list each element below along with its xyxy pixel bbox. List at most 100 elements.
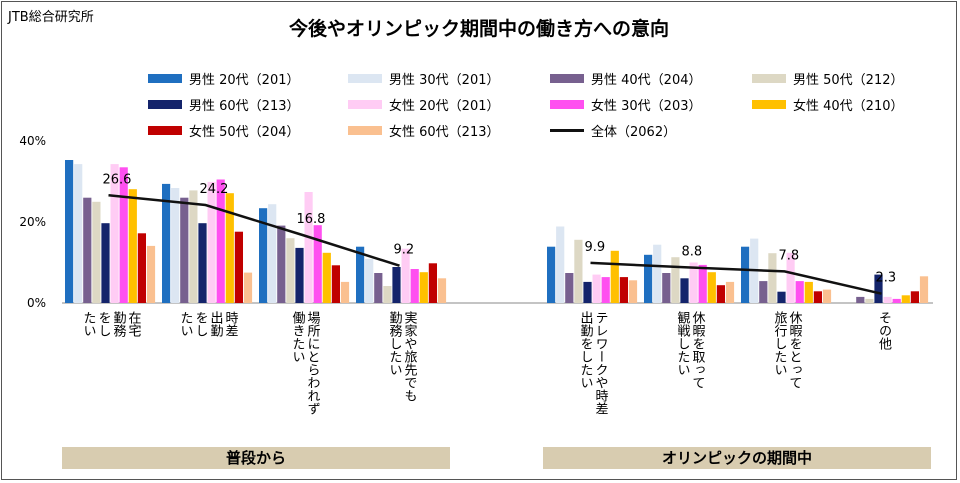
bar (65, 160, 74, 303)
y-tick-label: 40% (19, 134, 46, 148)
legend-swatch (148, 74, 182, 83)
bar (662, 273, 671, 303)
bar (919, 276, 929, 303)
bar (295, 247, 304, 303)
bar (910, 291, 919, 303)
bar (644, 254, 653, 303)
bar (565, 273, 574, 303)
bar (653, 244, 662, 303)
legend-swatch (550, 74, 584, 83)
group-label-olympics: オリンピックの期間中 (543, 447, 931, 469)
data-label: 7.8 (779, 248, 800, 263)
bar (583, 281, 592, 303)
bar (856, 296, 865, 303)
legend-item: 女性 30代（203） (550, 95, 702, 114)
bar (277, 225, 286, 303)
bar (340, 281, 350, 303)
bar (110, 164, 119, 303)
x-tick-label: その他 (876, 311, 892, 351)
x-tick-label: をし (96, 311, 111, 337)
bar (725, 281, 735, 303)
bar (146, 245, 156, 303)
bar (180, 197, 189, 303)
x-tick-label: 出勤 (208, 311, 224, 338)
bar (119, 167, 128, 303)
bar (410, 269, 419, 303)
x-tick-label: 在宅 (126, 311, 142, 337)
bar (225, 193, 234, 303)
bar (286, 238, 295, 303)
bar (619, 277, 628, 303)
total-line (590, 261, 882, 295)
group-label-normal: 普段から (62, 447, 450, 469)
legend-item: 男性 30代（201） (348, 69, 500, 88)
legend-swatch (148, 100, 182, 109)
x-tick-label: 場所にとらわれず (305, 311, 321, 415)
legend-swatch (348, 100, 382, 109)
bar (574, 239, 583, 303)
bar (547, 246, 556, 303)
data-label: 24.2 (200, 182, 229, 197)
bar (698, 264, 707, 303)
legend-swatch (752, 74, 786, 83)
data-label: 16.8 (297, 212, 326, 227)
x-tick-label: 勤務 (111, 311, 127, 338)
bar (401, 248, 410, 303)
bar (304, 192, 313, 303)
legend-item: 女性 20代（201） (348, 95, 500, 114)
bar (419, 272, 428, 303)
data-label: 2.3 (876, 271, 897, 286)
x-tick-label: 時差 (223, 311, 239, 337)
bar (128, 189, 137, 303)
bar (813, 291, 822, 303)
legend-label: 女性 60代（213） (389, 125, 500, 140)
legend-item: 女性 40代（210） (752, 95, 904, 114)
bar (865, 298, 874, 303)
bar (171, 188, 180, 303)
bar (189, 190, 198, 303)
legend-item: 女性 50代（204） (148, 121, 300, 140)
bar (234, 231, 243, 303)
x-tick-label: をし (193, 311, 208, 337)
bar (428, 263, 437, 303)
y-tick-label: 0% (27, 296, 46, 310)
legend-label: 男性 30代（201） (389, 73, 500, 88)
chart-title: 今後やオリンピック期間中の働き方への意向 (288, 18, 669, 40)
legend-swatch (148, 126, 182, 135)
bar (259, 208, 268, 303)
legend-swatch (752, 100, 786, 109)
bar (592, 274, 601, 303)
bar (331, 265, 340, 303)
legend-item: 男性 50代（212） (752, 69, 904, 88)
bar (74, 164, 83, 303)
bar (268, 204, 277, 303)
bar (874, 274, 883, 303)
legend-item: 女性 60代（213） (348, 121, 500, 140)
legend-label: 男性 60代（213） (189, 99, 300, 114)
data-label: 9.2 (394, 243, 415, 258)
bar (198, 223, 207, 303)
bar (689, 262, 698, 303)
data-label: 9.9 (585, 240, 606, 255)
brand-label: JTB総合研究所 (8, 10, 94, 25)
bar (392, 267, 401, 303)
bar (243, 272, 253, 303)
total-line (108, 194, 400, 267)
x-tick-label: たい (81, 311, 96, 337)
legend-label: 女性 30代（203） (591, 99, 702, 114)
bar (822, 289, 832, 303)
bar (437, 278, 447, 303)
bar (313, 225, 322, 303)
x-tick-label: 働きたい (290, 311, 306, 363)
legend-swatch (550, 100, 584, 109)
bar (716, 285, 725, 303)
bar (628, 280, 638, 303)
legend-label: 男性 40代（204） (591, 73, 702, 88)
x-tick-label: 観戦したい (675, 311, 691, 376)
x-tick-label: 休暇をとって (787, 311, 803, 389)
bar (795, 281, 804, 303)
bar (365, 258, 374, 303)
bar (892, 298, 901, 303)
bar (83, 197, 92, 303)
x-tick-label: テレワークや時差 (593, 311, 609, 415)
